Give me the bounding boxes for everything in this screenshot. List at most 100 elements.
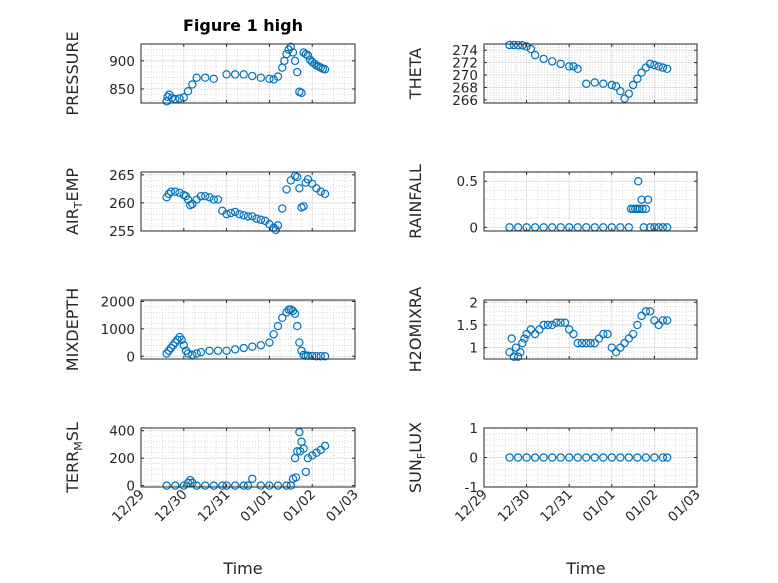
data-point <box>291 473 301 482</box>
data-point <box>273 72 283 81</box>
data-point <box>290 56 300 66</box>
data-point <box>641 453 651 462</box>
data-point <box>278 63 287 72</box>
data-point <box>226 208 236 218</box>
data-point <box>299 48 308 57</box>
data-point <box>183 349 193 358</box>
y-tick-label: 270 <box>452 68 478 84</box>
data-point <box>192 349 201 358</box>
data-point <box>175 94 184 103</box>
data-point <box>513 352 523 361</box>
data-point <box>243 212 253 221</box>
data-point <box>635 204 644 214</box>
data-point <box>634 177 643 186</box>
y-tick-label: 260 <box>109 196 135 212</box>
subplot-6: 1 1.5 2 H2OMIXRA <box>406 287 698 373</box>
x-tick-label: 01/02 <box>280 487 319 526</box>
data-point <box>547 57 557 66</box>
y-tick-label: 2 <box>469 295 478 311</box>
data-point <box>209 74 218 84</box>
data-point <box>645 307 655 316</box>
data-point <box>573 453 582 462</box>
data-point <box>547 320 557 330</box>
data-point <box>582 453 591 462</box>
data-point <box>590 78 599 87</box>
data-point <box>308 179 317 188</box>
data-point <box>299 444 308 453</box>
data-point <box>312 352 321 361</box>
data-point <box>256 481 266 490</box>
y-tick-label: 0.5 <box>457 174 478 190</box>
x-tick-label: 12/31 <box>537 487 576 526</box>
data-point <box>248 474 257 483</box>
data-point <box>594 334 604 343</box>
data-point <box>243 481 253 490</box>
y-tick-label: 2000 <box>101 294 135 310</box>
data-point <box>248 212 257 221</box>
data-point <box>297 346 306 355</box>
data-point <box>312 448 321 457</box>
data-point <box>607 343 617 352</box>
data-point <box>248 342 257 351</box>
data-point <box>654 320 663 330</box>
data-point <box>293 321 302 331</box>
data-point <box>511 343 521 352</box>
data-point <box>188 80 197 89</box>
data-point <box>522 42 531 51</box>
data-point <box>539 320 548 330</box>
data-point <box>308 451 317 460</box>
data-point <box>573 338 582 348</box>
data-point <box>196 347 206 357</box>
x-axis-label-left: Time <box>222 559 262 578</box>
data-point <box>181 346 191 355</box>
data-point <box>530 453 540 462</box>
data-point <box>295 338 304 347</box>
y-axis-label: MIXDEPTH <box>63 288 82 371</box>
data-point <box>518 338 527 348</box>
data-point <box>166 187 176 196</box>
data-point <box>505 453 514 462</box>
y-tick-label: 255 <box>109 224 135 240</box>
data-point <box>183 86 193 96</box>
data-point <box>569 329 578 339</box>
data-point <box>183 478 193 488</box>
x-tick-label: 01/03 <box>665 487 704 526</box>
axes-frame <box>483 299 698 360</box>
data-point <box>205 193 214 202</box>
y-axis-label: RAINFALL <box>406 164 425 239</box>
data-point <box>256 341 266 350</box>
data-point <box>200 191 210 201</box>
data-point <box>658 63 668 72</box>
data-point <box>599 329 608 339</box>
y-tick-label: 0 <box>469 220 478 236</box>
data-point <box>552 318 561 327</box>
data-point <box>638 204 647 214</box>
data-point <box>186 475 195 485</box>
data-point <box>222 209 231 219</box>
data-point <box>213 346 223 355</box>
data-point <box>643 195 653 204</box>
data-point <box>222 70 231 79</box>
data-point <box>288 306 298 316</box>
data-point <box>252 214 261 223</box>
data-point <box>188 199 197 209</box>
data-point <box>616 453 625 462</box>
data-point <box>162 481 171 490</box>
data-point <box>239 70 248 79</box>
data-point <box>565 62 574 71</box>
data-point <box>316 187 325 196</box>
data-point <box>539 453 548 462</box>
data-point <box>286 42 295 52</box>
y-tick-label: 274 <box>452 43 478 59</box>
data-point <box>222 481 231 490</box>
data-point <box>650 316 659 325</box>
y-axis-label: H2OMIXRA <box>406 287 425 373</box>
data-point <box>265 74 274 84</box>
y-tick-label: 0 <box>469 451 478 467</box>
data-point <box>543 320 553 330</box>
data-point <box>607 80 617 90</box>
data-point <box>282 185 291 194</box>
